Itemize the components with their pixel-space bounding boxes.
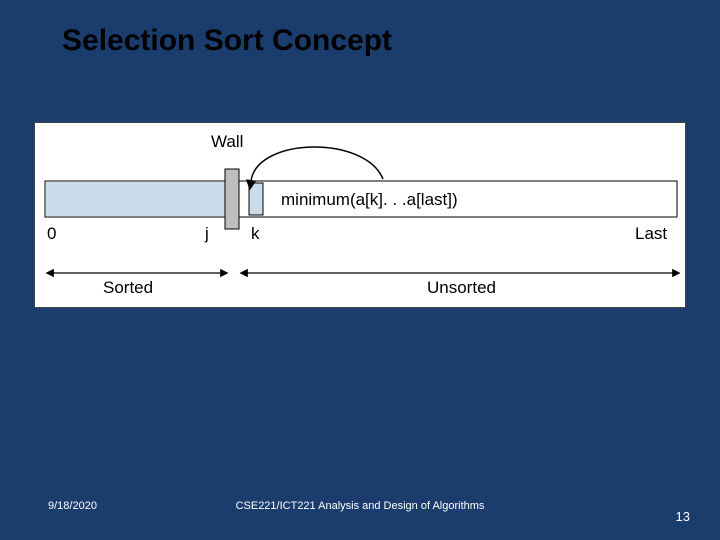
index-last: Last: [635, 224, 667, 243]
min-element: [249, 183, 263, 215]
wall-rect: [225, 169, 239, 229]
index-zero: 0: [47, 224, 56, 243]
swap-arrow: [251, 147, 383, 181]
sorted-region: [46, 182, 225, 216]
wall-label: Wall: [211, 132, 243, 151]
sorted-label: Sorted: [103, 278, 153, 297]
slide: Selection Sort Concept Wall minimum(a[k]…: [0, 0, 720, 540]
footer-course: CSE221/ICT221 Analysis and Design of Alg…: [236, 500, 485, 512]
footer-date: 9/18/2020: [48, 500, 97, 512]
slide-title: Selection Sort Concept: [62, 24, 392, 58]
index-k: k: [251, 224, 260, 243]
index-j: j: [204, 224, 209, 243]
minimum-label: minimum(a[k]. . .a[last]): [281, 190, 458, 209]
unsorted-label: Unsorted: [427, 278, 496, 297]
selection-sort-diagram: Wall minimum(a[k]. . .a[last]) 0 j k Las…: [34, 122, 686, 308]
footer-page-number: 13: [676, 509, 690, 524]
